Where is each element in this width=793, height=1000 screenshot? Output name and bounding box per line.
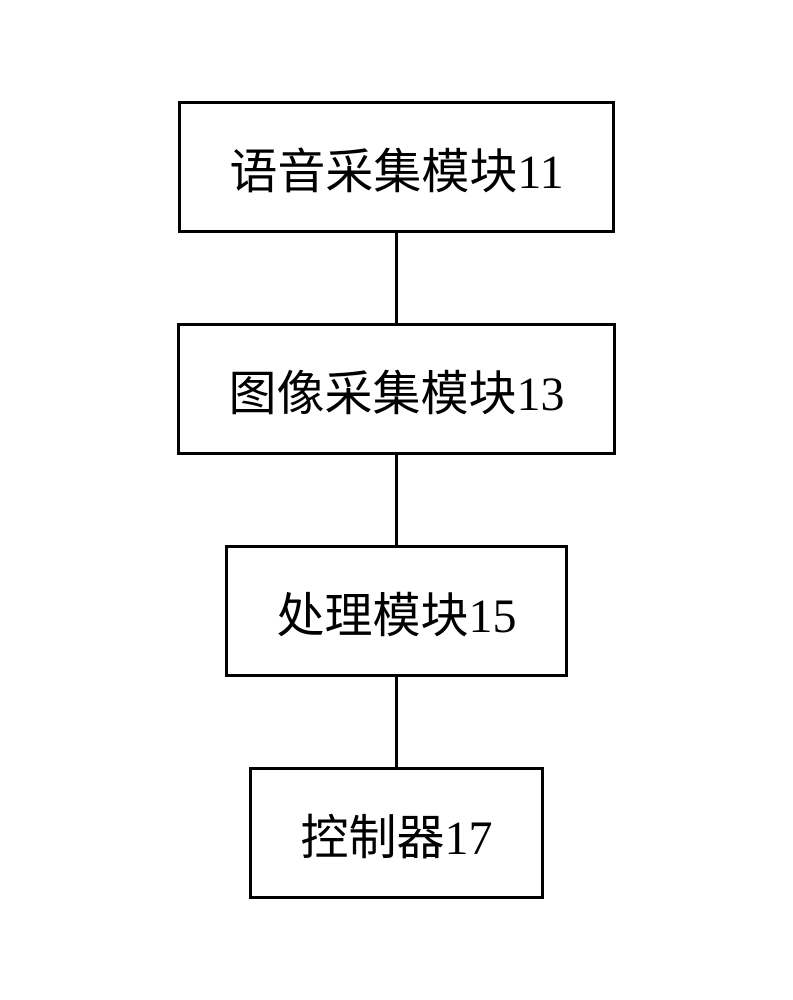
node-label: 处理模块15 bbox=[276, 590, 516, 643]
flowchart-connector bbox=[395, 233, 398, 323]
flowchart-node: 语音采集模块11 bbox=[178, 101, 614, 233]
flowchart-node: 处理模块15 bbox=[225, 545, 567, 677]
flowchart-connector bbox=[395, 455, 398, 545]
flowchart-node: 图像采集模块13 bbox=[177, 323, 615, 455]
node-label: 控制器17 bbox=[300, 812, 492, 865]
flowchart-node: 控制器17 bbox=[249, 767, 543, 899]
flowchart-connector bbox=[395, 677, 398, 767]
flowchart-container: 语音采集模块11 图像采集模块13 处理模块15 控制器17 bbox=[177, 101, 615, 899]
node-label: 图像采集模块13 bbox=[228, 368, 564, 421]
node-label: 语音采集模块11 bbox=[229, 146, 563, 199]
